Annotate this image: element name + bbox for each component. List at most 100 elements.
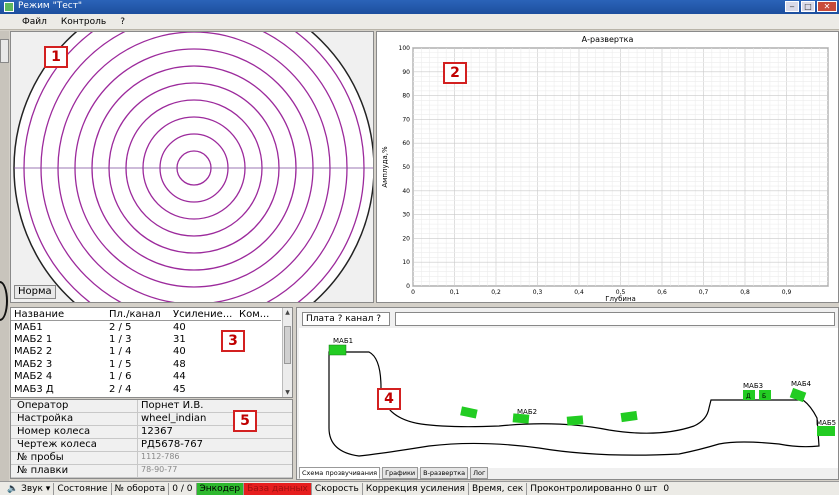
- y-tick-label: 90: [402, 69, 410, 76]
- status-gain-correction: Коррекция усиления: [363, 482, 469, 495]
- col-comment[interactable]: Ком...: [236, 308, 281, 321]
- status-speed: Скорость: [312, 482, 363, 495]
- sensor-mab5[interactable]: [817, 426, 835, 436]
- menu-help[interactable]: ?: [120, 16, 125, 27]
- table-cell: 40: [173, 321, 186, 333]
- norma-button[interactable]: Норма: [14, 285, 56, 299]
- x-tick-label: 0,5: [616, 289, 626, 296]
- marker-1: 1: [44, 46, 68, 68]
- sensor-mab2-2[interactable]: [512, 413, 530, 424]
- info-value: РД5678-767: [141, 439, 203, 450]
- y-tick-label: 60: [402, 140, 410, 147]
- table-cell: 44: [173, 371, 186, 383]
- label-b: Б: [762, 393, 766, 400]
- app-icon: [4, 2, 14, 12]
- info-row: Оператор Порнет И.В.: [11, 400, 292, 413]
- sensor-mab2-4[interactable]: [620, 410, 638, 423]
- y-tick-label: 0: [406, 283, 410, 290]
- status-database: База данных: [244, 482, 312, 495]
- col-name[interactable]: Название: [11, 308, 106, 321]
- sensor-mab2-1[interactable]: [460, 406, 478, 419]
- wheel-scan-rings: [13, 32, 373, 302]
- x-tick-label: 0: [411, 289, 415, 296]
- table-cell: 31: [173, 333, 186, 345]
- y-axis-label: Амплуда,%: [381, 146, 389, 188]
- x-tick-label: 0,7: [699, 289, 709, 296]
- status-state: Состояние: [54, 482, 112, 495]
- status-count: 0: [663, 483, 670, 494]
- left-edge: [0, 31, 9, 481]
- tab-log[interactable]: Лог: [470, 467, 489, 479]
- window-controls: ‒ □ ✕: [785, 1, 837, 12]
- scroll-up-icon[interactable]: ▲: [285, 309, 290, 316]
- y-tick-label: 50: [402, 164, 410, 171]
- table-cell: [236, 358, 281, 371]
- sound-toggle[interactable]: 🔈 Звук ▾: [4, 482, 55, 495]
- table-cell: [236, 371, 281, 384]
- maximize-icon[interactable]: □: [801, 1, 815, 12]
- plata-info-field[interactable]: [395, 312, 835, 326]
- tab-graphs[interactable]: Графики: [382, 467, 419, 479]
- table-cell: МАБ2 4: [14, 371, 53, 383]
- status-bar: 🔈 Звук ▾ Состояние № оборота 0 / 0 Энкод…: [0, 481, 839, 495]
- y-tick-label: 20: [402, 235, 410, 242]
- channel-table: Название Пл./канал Усиление... Ком... МА…: [11, 308, 281, 396]
- tab-b-scan[interactable]: В-развертка: [420, 467, 469, 479]
- table-cell: МАБ1: [14, 321, 43, 333]
- scroll-thumb[interactable]: [284, 326, 291, 364]
- table-row[interactable]: МАБ3 Д 2 / 4 45: [11, 383, 281, 396]
- scroll-down-icon[interactable]: ▼: [285, 389, 290, 396]
- status-rev-label: № оборота: [112, 482, 170, 495]
- menu-file[interactable]: Файл: [22, 16, 47, 27]
- info-row: Номер колеса 12367: [11, 426, 292, 439]
- col-plate-channel[interactable]: Пл./канал: [106, 308, 170, 321]
- y-tick-label: 10: [402, 259, 410, 266]
- table-cell: 2 / 4: [109, 383, 132, 395]
- table-cell: 1 / 3: [109, 333, 132, 345]
- table-scrollbar[interactable]: ▲ ▼: [282, 308, 292, 397]
- info-value: Порнет И.В.: [141, 400, 204, 411]
- table-row[interactable]: МАБ2 2 1 / 4 40: [11, 346, 281, 359]
- info-row: № плавки 78-90-77: [11, 465, 292, 478]
- sensor-mab3-d[interactable]: [743, 390, 755, 400]
- menu-bar: Файл Контроль ?: [0, 14, 839, 30]
- table-cell: 45: [173, 383, 186, 395]
- wheel-scan-panel: 1 Норма: [10, 31, 374, 303]
- x-axis-label: Глубина: [605, 295, 636, 302]
- minimize-icon[interactable]: ‒: [785, 1, 799, 12]
- menu-control[interactable]: Контроль: [60, 16, 107, 27]
- info-panel: Оператор Порнет И.В. Настройка wheel_india…: [10, 399, 293, 479]
- channel-table-panel: Название Пл./канал Усиление... Ком... МА…: [10, 307, 293, 398]
- info-value: 1112-786: [141, 452, 180, 461]
- sensor-mab2-3[interactable]: [566, 415, 584, 426]
- sensor-mab1[interactable]: [328, 344, 347, 356]
- sensor-mab4[interactable]: [789, 387, 807, 403]
- col-gain[interactable]: Усиление...: [170, 308, 236, 321]
- table-row[interactable]: МАБ2 1 1 / 3 31: [11, 333, 281, 346]
- info-row: № пробы 1112-786: [11, 452, 292, 465]
- table-row[interactable]: МАБ2 4 1 / 6 44: [11, 371, 281, 384]
- info-label: № пробы: [17, 452, 64, 463]
- side-arc: [0, 281, 8, 321]
- sensor-mab3-b[interactable]: [759, 390, 771, 400]
- status-encoder: Энкодер: [196, 482, 245, 495]
- table-row[interactable]: МАБ1 2 / 5 40: [11, 321, 281, 334]
- label-mab3: МАБ3: [743, 382, 763, 390]
- close-icon[interactable]: ✕: [817, 1, 837, 12]
- table-cell: 1 / 5: [109, 358, 132, 370]
- y-tick-label: 40: [402, 188, 410, 195]
- sound-label: Звук: [21, 483, 43, 494]
- side-button[interactable]: [0, 39, 9, 63]
- scan-scheme-panel: Плата ? канал ? МАБ1 МАБ2 Д Б МАБ3 МАБ4: [296, 307, 839, 480]
- status-rev-value: 0 / 0: [169, 482, 197, 495]
- info-row: Настройка wheel_indian: [11, 413, 292, 426]
- info-label: Номер колеса: [17, 426, 91, 437]
- x-tick-label: 0,6: [657, 289, 667, 296]
- y-tick-label: 30: [402, 212, 410, 219]
- info-row: Чертеж колеса РД5678-767: [11, 439, 292, 452]
- label-mab1: МАБ1: [333, 337, 353, 345]
- table-row[interactable]: МАБ2 3 1 / 5 48: [11, 358, 281, 371]
- tab-scheme[interactable]: Схема прозвучивания: [299, 467, 381, 479]
- plata-channel-field[interactable]: Плата ? канал ?: [302, 312, 390, 326]
